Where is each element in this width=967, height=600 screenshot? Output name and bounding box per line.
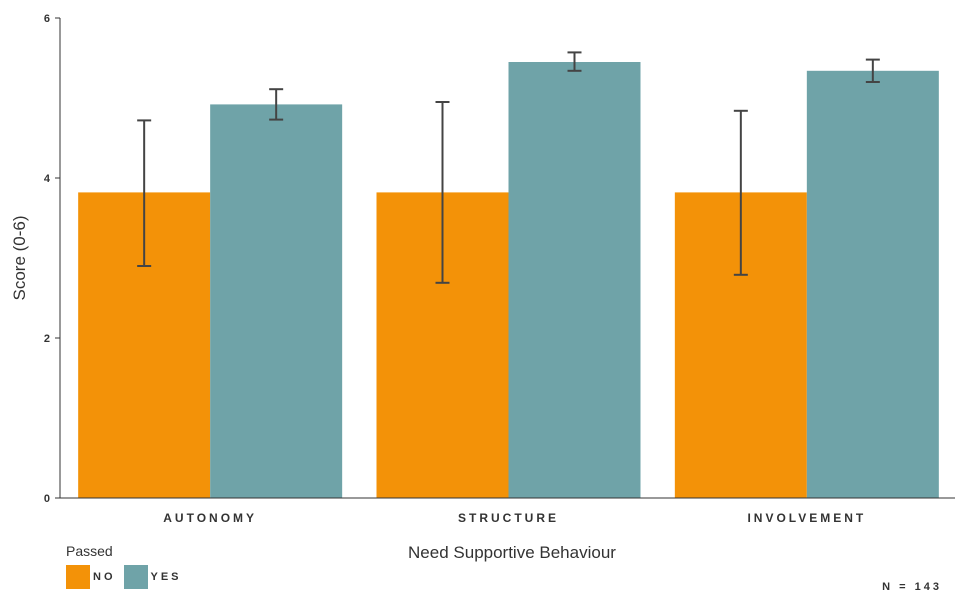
legend-title: Passed	[66, 543, 113, 559]
sample-size-note: N = 143	[882, 581, 942, 593]
legend-item-yes: YES	[123, 565, 182, 589]
x-axis-title: Need Supportive Behaviour	[408, 543, 616, 562]
bar-yes-involvement	[806, 70, 939, 499]
bar-yes-structure	[508, 62, 641, 498]
error-bar-yes-autonomy	[269, 88, 284, 121]
legend-swatch-no	[66, 565, 90, 589]
bar-yes-autonomy	[210, 104, 343, 499]
error-bar-yes-structure	[567, 51, 582, 72]
y-tick-label: 6	[44, 13, 50, 25]
legend: Passed NO YES	[66, 543, 190, 589]
y-tick-label: 2	[44, 333, 50, 345]
error-bars	[137, 51, 880, 284]
error-bar-yes-involvement	[865, 58, 880, 83]
legend-label-yes: YES	[150, 571, 182, 583]
bars	[78, 62, 939, 499]
error-bar-no-autonomy	[137, 119, 152, 267]
x-axis: AUTONOMY STRUCTURE INVOLVEMENT	[60, 497, 955, 525]
x-tick-label-involvement: INVOLVEMENT	[747, 511, 866, 525]
legend-swatch-yes	[123, 565, 148, 589]
error-bar-no-involvement	[733, 109, 748, 276]
error-bar-no-structure	[435, 101, 450, 284]
legend-label-no: NO	[93, 571, 116, 583]
y-axis: 0 2 4 6	[44, 13, 61, 505]
y-tick-label: 4	[44, 173, 51, 185]
y-axis-title: Score (0-6)	[10, 215, 29, 300]
legend-item-no: NO	[66, 565, 116, 589]
x-tick-label-autonomy: AUTONOMY	[163, 511, 257, 525]
y-tick-label: 0	[44, 493, 50, 505]
x-tick-label-structure: STRUCTURE	[458, 511, 559, 525]
